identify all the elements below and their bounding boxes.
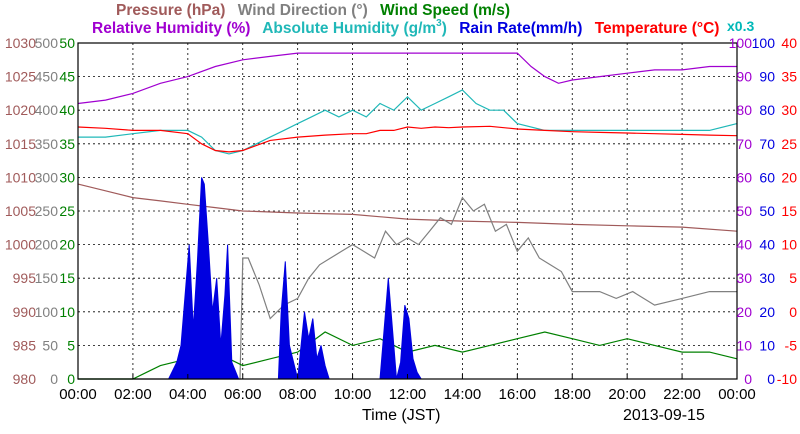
legend-row-2: Relative Humidity (%) Absolute Humidity …	[92, 18, 727, 38]
legend-absolute-humidity-text: Absolute Humidity (g/m	[262, 20, 437, 37]
temperature-tick-label: 20	[781, 169, 797, 185]
legend-row-1: Pressure (hPa) Wind Direction (°) Wind S…	[116, 2, 518, 20]
wind-direction-tick-label: 150	[35, 270, 59, 286]
series-wind-direction-line	[78, 196, 737, 380]
x-tick-label: 18:00	[553, 386, 591, 403]
x-tick-label: 04:00	[169, 386, 207, 403]
wind-direction-tick-label: 100	[35, 304, 59, 320]
x-tick-label: 16:00	[499, 386, 537, 403]
legend-absolute-humidity-tail: )	[441, 20, 447, 37]
date-label: 2013-09-15	[623, 407, 705, 424]
legend-absolute-humidity-sup: 3	[436, 18, 442, 29]
x-tick-label: 00:00	[718, 386, 756, 403]
pressure-tick-label: 990	[13, 304, 37, 320]
rain-rate-tick-label: 40	[759, 237, 775, 253]
temperature-tick-label: 10	[781, 237, 797, 253]
relative-humidity-tick-label: 50	[736, 203, 752, 219]
temperature-tick-label: 5	[789, 270, 797, 286]
relative-humidity-tick-label: 80	[736, 102, 752, 118]
pressure-tick-label: 1020	[5, 102, 36, 118]
rain-rate-tick-label: 20	[759, 304, 775, 320]
wind-direction-tick-label: 200	[35, 237, 59, 253]
relative-humidity-tick-label: 10	[736, 337, 752, 353]
legend-wind-direction: Wind Direction (°)	[237, 2, 368, 19]
wind-speed-tick-label: 15	[59, 270, 75, 286]
pressure-tick-label: 980	[13, 371, 37, 387]
rain-rate-tick-label: 50	[759, 203, 775, 219]
pressure-tick-label: 995	[13, 270, 37, 286]
legend-absolute-humidity: Absolute Humidity (g/m3)	[262, 18, 447, 37]
wind-direction-tick-label: 450	[35, 69, 59, 85]
wind-speed-tick-label: 50	[59, 35, 75, 51]
wind-speed-tick-label: 40	[59, 102, 75, 118]
legend-relative-humidity: Relative Humidity (%)	[92, 20, 251, 37]
temperature-tick-label: -5	[785, 337, 798, 353]
relative-humidity-tick-label: 90	[736, 69, 752, 85]
x-tick-label: 00:00	[59, 386, 97, 403]
pressure-tick-label: 1005	[5, 203, 36, 219]
relative-humidity-tick-label: 20	[736, 304, 752, 320]
rain-rate-tick-label: 60	[759, 169, 775, 185]
x-tick-label: 14:00	[444, 386, 482, 403]
wind-direction-tick-label: 500	[35, 35, 59, 51]
pressure-tick-label: 985	[13, 337, 37, 353]
relative-humidity-tick-label: 70	[736, 136, 752, 152]
wind-direction-tick-label: 0	[50, 371, 58, 387]
temperature-tick-label: 30	[781, 102, 797, 118]
pressure-tick-label: 1030	[5, 35, 36, 51]
temperature-tick-label: 0	[789, 304, 797, 320]
wind-direction-tick-label: 400	[35, 102, 59, 118]
relative-humidity-tick-label: 40	[736, 237, 752, 253]
temperature-tick-label: 40	[781, 35, 797, 51]
temperature-tick-label: 25	[781, 136, 797, 152]
rain-rate-tick-label: 80	[759, 102, 775, 118]
wind-speed-tick-label: 10	[59, 304, 75, 320]
x-tick-label: 12:00	[389, 386, 427, 403]
temperature-tick-label: -10	[777, 371, 797, 387]
legend-rain-rate: Rain Rate(mm/h)	[459, 20, 583, 37]
legend-wind-speed: Wind Speed (m/s)	[380, 2, 511, 19]
series-relative-humidity-line	[77, 52, 737, 105]
wind-direction-tick-label: 50	[42, 337, 58, 353]
relative-humidity-tick-label: 30	[736, 270, 752, 286]
wind-speed-tick-label: 20	[59, 237, 75, 253]
x-tick-label: 20:00	[608, 386, 646, 403]
temperature-tick-label: 35	[781, 69, 797, 85]
wind-speed-tick-label: 35	[59, 136, 75, 152]
legend-pressure: Pressure (hPa)	[116, 2, 226, 19]
wind-speed-tick-label: 45	[59, 69, 75, 85]
wind-speed-tick-label: 5	[67, 337, 75, 353]
temperature-tick-label: 15	[781, 203, 797, 219]
rain-rate-tick-label: 100	[752, 35, 776, 51]
rain-rate-tick-label: 10	[759, 337, 775, 353]
rain-rate-tick-label: 70	[759, 136, 775, 152]
x-tick-label: 06:00	[224, 386, 262, 403]
pressure-tick-label: 1000	[5, 237, 36, 253]
rain-rate-tick-label: 90	[759, 69, 775, 85]
series-pressure-hpa-line	[77, 183, 738, 232]
wind-direction-tick-label: 250	[35, 203, 59, 219]
scale-note: x0.3	[727, 18, 755, 34]
relative-humidity-tick-label: 0	[744, 371, 752, 387]
rain-rate-tick-label: 0	[767, 371, 775, 387]
wind-speed-tick-label: 25	[59, 203, 75, 219]
relative-humidity-tick-label: 100	[729, 35, 753, 51]
x-tick-label: 10:00	[334, 386, 372, 403]
x-axis-title: Time (JST)	[362, 407, 441, 424]
wind-direction-tick-label: 300	[35, 169, 59, 185]
x-tick-label: 02:00	[114, 386, 152, 403]
relative-humidity-tick-label: 60	[736, 169, 752, 185]
pressure-tick-label: 1025	[5, 69, 36, 85]
wind-speed-tick-label: 0	[67, 371, 75, 387]
wind-speed-tick-label: 30	[59, 169, 75, 185]
series-temperature-c-line	[77, 125, 738, 153]
x-tick-label: 08:00	[279, 386, 317, 403]
x-tick-label: 22:00	[663, 386, 701, 403]
legend-temperature: Temperature (°C)	[594, 20, 720, 37]
rain-rate-tick-label: 30	[759, 270, 775, 286]
pressure-tick-label: 1010	[5, 169, 36, 185]
wind-direction-tick-label: 350	[35, 136, 59, 152]
pressure-tick-label: 1015	[5, 136, 36, 152]
